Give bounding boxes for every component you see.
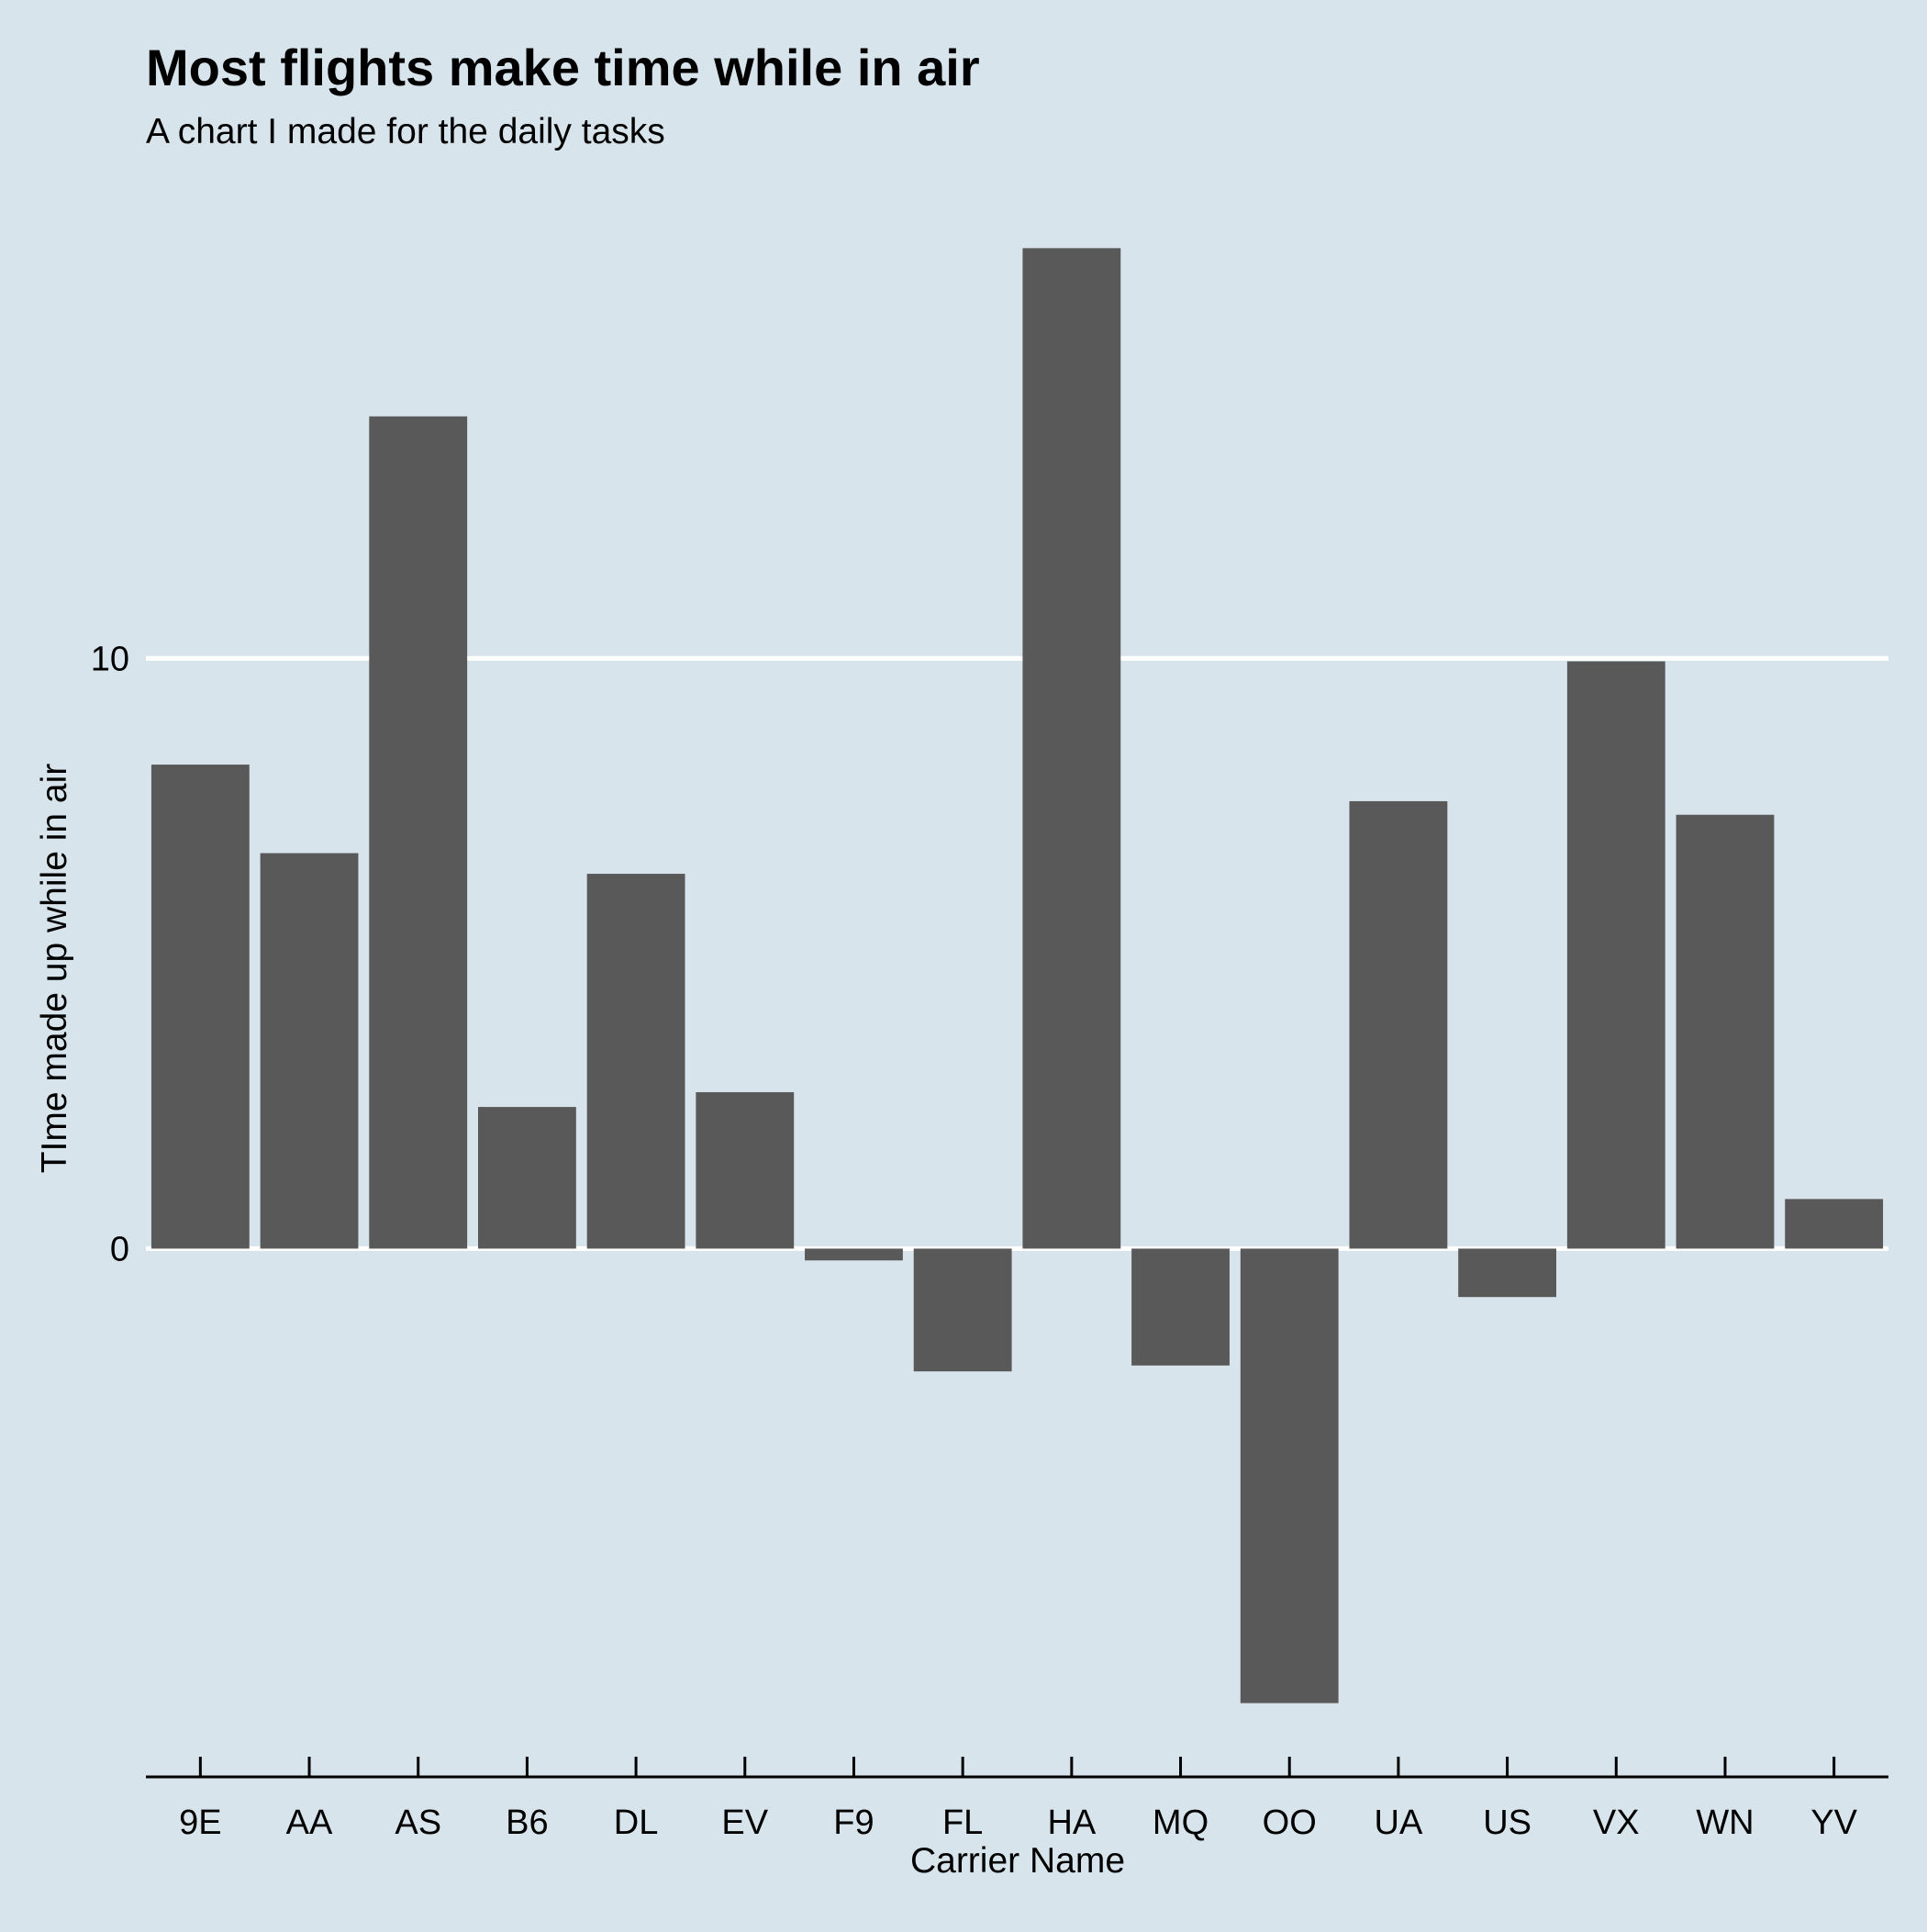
bar-wn xyxy=(1676,814,1775,1249)
chart-title: Most flights make time while in air xyxy=(146,39,980,96)
bar-b6 xyxy=(477,1107,576,1249)
x-tick-label: YV xyxy=(1810,1804,1857,1842)
bar-us xyxy=(1458,1248,1557,1298)
x-axis-title: Carrier Name xyxy=(910,1841,1125,1881)
bar-aa xyxy=(260,853,359,1249)
x-tick-label: US xyxy=(1483,1804,1532,1842)
bar-as xyxy=(369,416,468,1249)
x-tick-label: B6 xyxy=(506,1804,548,1842)
bar-layer xyxy=(150,248,1884,1703)
bar-f9 xyxy=(805,1248,903,1261)
y-tick-label: 0 xyxy=(110,1230,129,1268)
chart-subtitle: A chart I made for the daily tasks xyxy=(146,112,665,151)
x-tick-label: HA xyxy=(1047,1804,1096,1842)
x-tick-label: DL xyxy=(614,1804,659,1842)
bar-yv xyxy=(1785,1199,1884,1249)
x-tick-label: 9E xyxy=(179,1804,221,1842)
bar-dl xyxy=(586,874,685,1249)
x-tick-label: VX xyxy=(1593,1804,1640,1842)
bar-ev xyxy=(696,1092,795,1249)
x-tick-label: OO xyxy=(1263,1804,1317,1842)
bar-ha xyxy=(1022,248,1121,1249)
x-tick-label: WN xyxy=(1696,1804,1754,1842)
y-tick-label: 10 xyxy=(91,640,129,678)
x-tick-label: AS xyxy=(395,1804,441,1842)
bar-9e xyxy=(150,765,250,1249)
y-axis-title: TIme made up while in air xyxy=(35,764,74,1174)
x-tick-label: MQ xyxy=(1153,1804,1209,1842)
x-tick-label: EV xyxy=(721,1804,768,1842)
bar-mq xyxy=(1131,1248,1230,1366)
axis-layer: 0 10 9E AA AS B6 DL EV F9 FL HA MQ OO UA US VX WN YV xyxy=(91,640,1888,1842)
x-tick-label: UA xyxy=(1375,1804,1423,1842)
x-tick-label: FL xyxy=(942,1804,983,1842)
bar-fl xyxy=(913,1248,1012,1372)
x-tick-label: AA xyxy=(286,1804,333,1842)
bar-oo xyxy=(1240,1248,1339,1703)
bar-ua xyxy=(1349,800,1448,1249)
x-tick-label: F9 xyxy=(833,1804,874,1842)
bar-vx xyxy=(1566,661,1665,1249)
